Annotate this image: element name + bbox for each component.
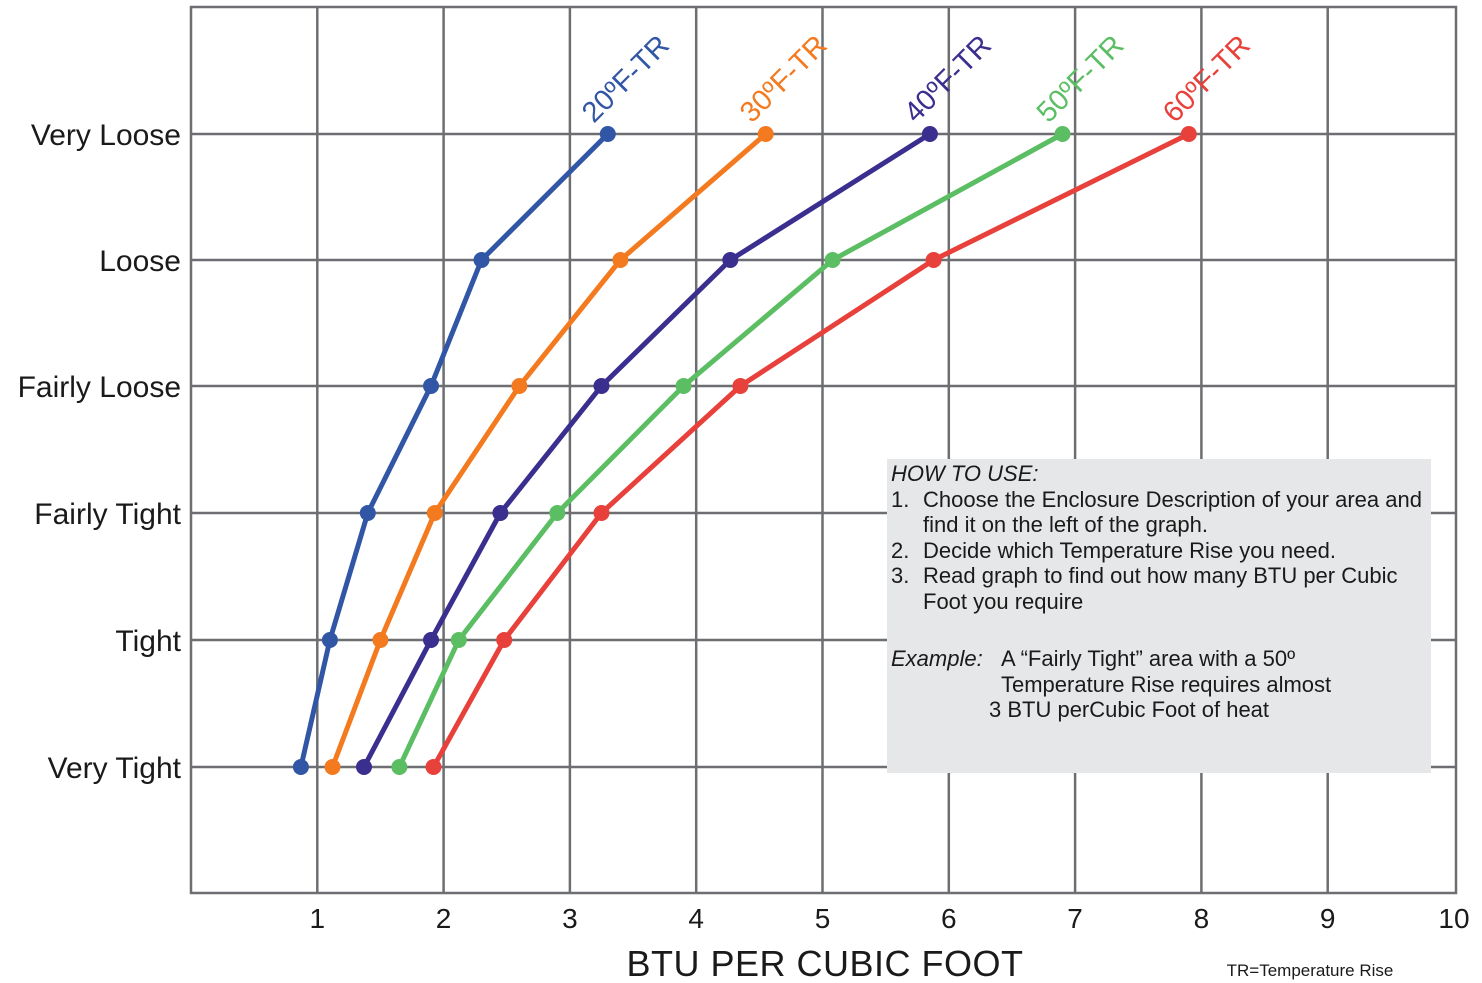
series-label: 60ºF-TR bbox=[1157, 29, 1257, 129]
series-label: 30ºF-TR bbox=[734, 29, 834, 129]
footnote: TR=Temperature Rise bbox=[1227, 961, 1394, 980]
y-category-label: Fairly Loose bbox=[18, 371, 181, 404]
data-point bbox=[427, 505, 443, 521]
data-point bbox=[372, 632, 388, 648]
data-point bbox=[1055, 126, 1071, 142]
data-point bbox=[594, 505, 610, 521]
example-line: 3 BTU perCubic Foot of heat bbox=[891, 697, 1427, 723]
how-to-step: 2. Decide which Temperature Rise you nee… bbox=[891, 538, 1427, 564]
x-tick-label: 10 bbox=[1438, 903, 1469, 934]
data-point bbox=[676, 378, 692, 394]
x-tick-label: 6 bbox=[941, 903, 957, 934]
y-category-label: Very Loose bbox=[31, 119, 181, 152]
x-tick-label: 9 bbox=[1320, 903, 1336, 934]
x-axis-tick-labels: 1 2 3 4 5 6 7 8 9 10 bbox=[310, 903, 1470, 934]
step-number: 3. bbox=[891, 563, 923, 614]
data-point bbox=[511, 378, 527, 394]
example-line: Temperature Rise requires almost bbox=[891, 672, 1427, 698]
x-tick-label: 2 bbox=[436, 903, 452, 934]
data-point bbox=[922, 126, 938, 142]
data-point bbox=[600, 126, 616, 142]
data-point bbox=[426, 759, 442, 775]
x-tick-label: 1 bbox=[310, 903, 326, 934]
how-to-step: 1. Choose the Enclosure Description of y… bbox=[891, 487, 1427, 538]
example-text: A “Fairly Tight” area with a 50º bbox=[1001, 646, 1295, 672]
example-line: Example: A “Fairly Tight” area with a 50… bbox=[891, 646, 1427, 672]
example-label: Example: bbox=[891, 646, 1001, 672]
x-axis-title: BTU PER CUBIC FOOT bbox=[626, 943, 1023, 983]
how-to-use-title: HOW TO USE: bbox=[891, 461, 1427, 487]
data-point bbox=[293, 759, 309, 775]
step-text: Choose the Enclosure Description of your… bbox=[923, 487, 1427, 538]
data-point bbox=[356, 759, 372, 775]
data-point bbox=[722, 252, 738, 268]
data-point bbox=[423, 378, 439, 394]
y-category-label: Fairly Tight bbox=[34, 498, 181, 531]
data-point bbox=[1181, 126, 1197, 142]
step-text: Read graph to find out how many BTU per … bbox=[923, 563, 1427, 614]
data-point bbox=[758, 126, 774, 142]
x-tick-label: 4 bbox=[688, 903, 704, 934]
data-point bbox=[594, 378, 610, 394]
data-point bbox=[451, 632, 467, 648]
data-point bbox=[391, 759, 407, 775]
series-labels: 20ºF-TR 30ºF-TR 40ºF-TR 50ºF-TR 60ºF-TR bbox=[576, 29, 1257, 129]
step-number: 1. bbox=[891, 487, 923, 538]
y-category-label: Loose bbox=[99, 245, 181, 278]
series-label: 50ºF-TR bbox=[1031, 29, 1131, 129]
data-point bbox=[926, 252, 942, 268]
data-point bbox=[325, 759, 341, 775]
series-line bbox=[364, 134, 930, 767]
data-point bbox=[360, 505, 376, 521]
data-point bbox=[492, 505, 508, 521]
step-number: 2. bbox=[891, 538, 923, 564]
series-line bbox=[301, 134, 608, 767]
step-text: Decide which Temperature Rise you need. bbox=[923, 538, 1336, 564]
how-to-use-box: HOW TO USE: 1. Choose the Enclosure Desc… bbox=[887, 459, 1431, 773]
data-point bbox=[423, 632, 439, 648]
series-label: 20ºF-TR bbox=[576, 29, 676, 129]
how-to-step: 3. Read graph to find out how many BTU p… bbox=[891, 563, 1427, 614]
data-point bbox=[322, 632, 338, 648]
data-point bbox=[732, 378, 748, 394]
y-category-label: Tight bbox=[115, 625, 181, 658]
data-point bbox=[474, 252, 490, 268]
data-point bbox=[825, 252, 841, 268]
x-tick-label: 3 bbox=[562, 903, 578, 934]
data-point bbox=[549, 505, 565, 521]
data-point bbox=[496, 632, 512, 648]
y-category-label: Very Tight bbox=[48, 752, 182, 785]
x-tick-label: 8 bbox=[1194, 903, 1210, 934]
x-tick-label: 5 bbox=[815, 903, 831, 934]
x-tick-label: 7 bbox=[1067, 903, 1083, 934]
y-axis-labels: Very Loose Loose Fairly Loose Fairly Tight T… bbox=[18, 119, 182, 785]
data-point bbox=[612, 252, 628, 268]
